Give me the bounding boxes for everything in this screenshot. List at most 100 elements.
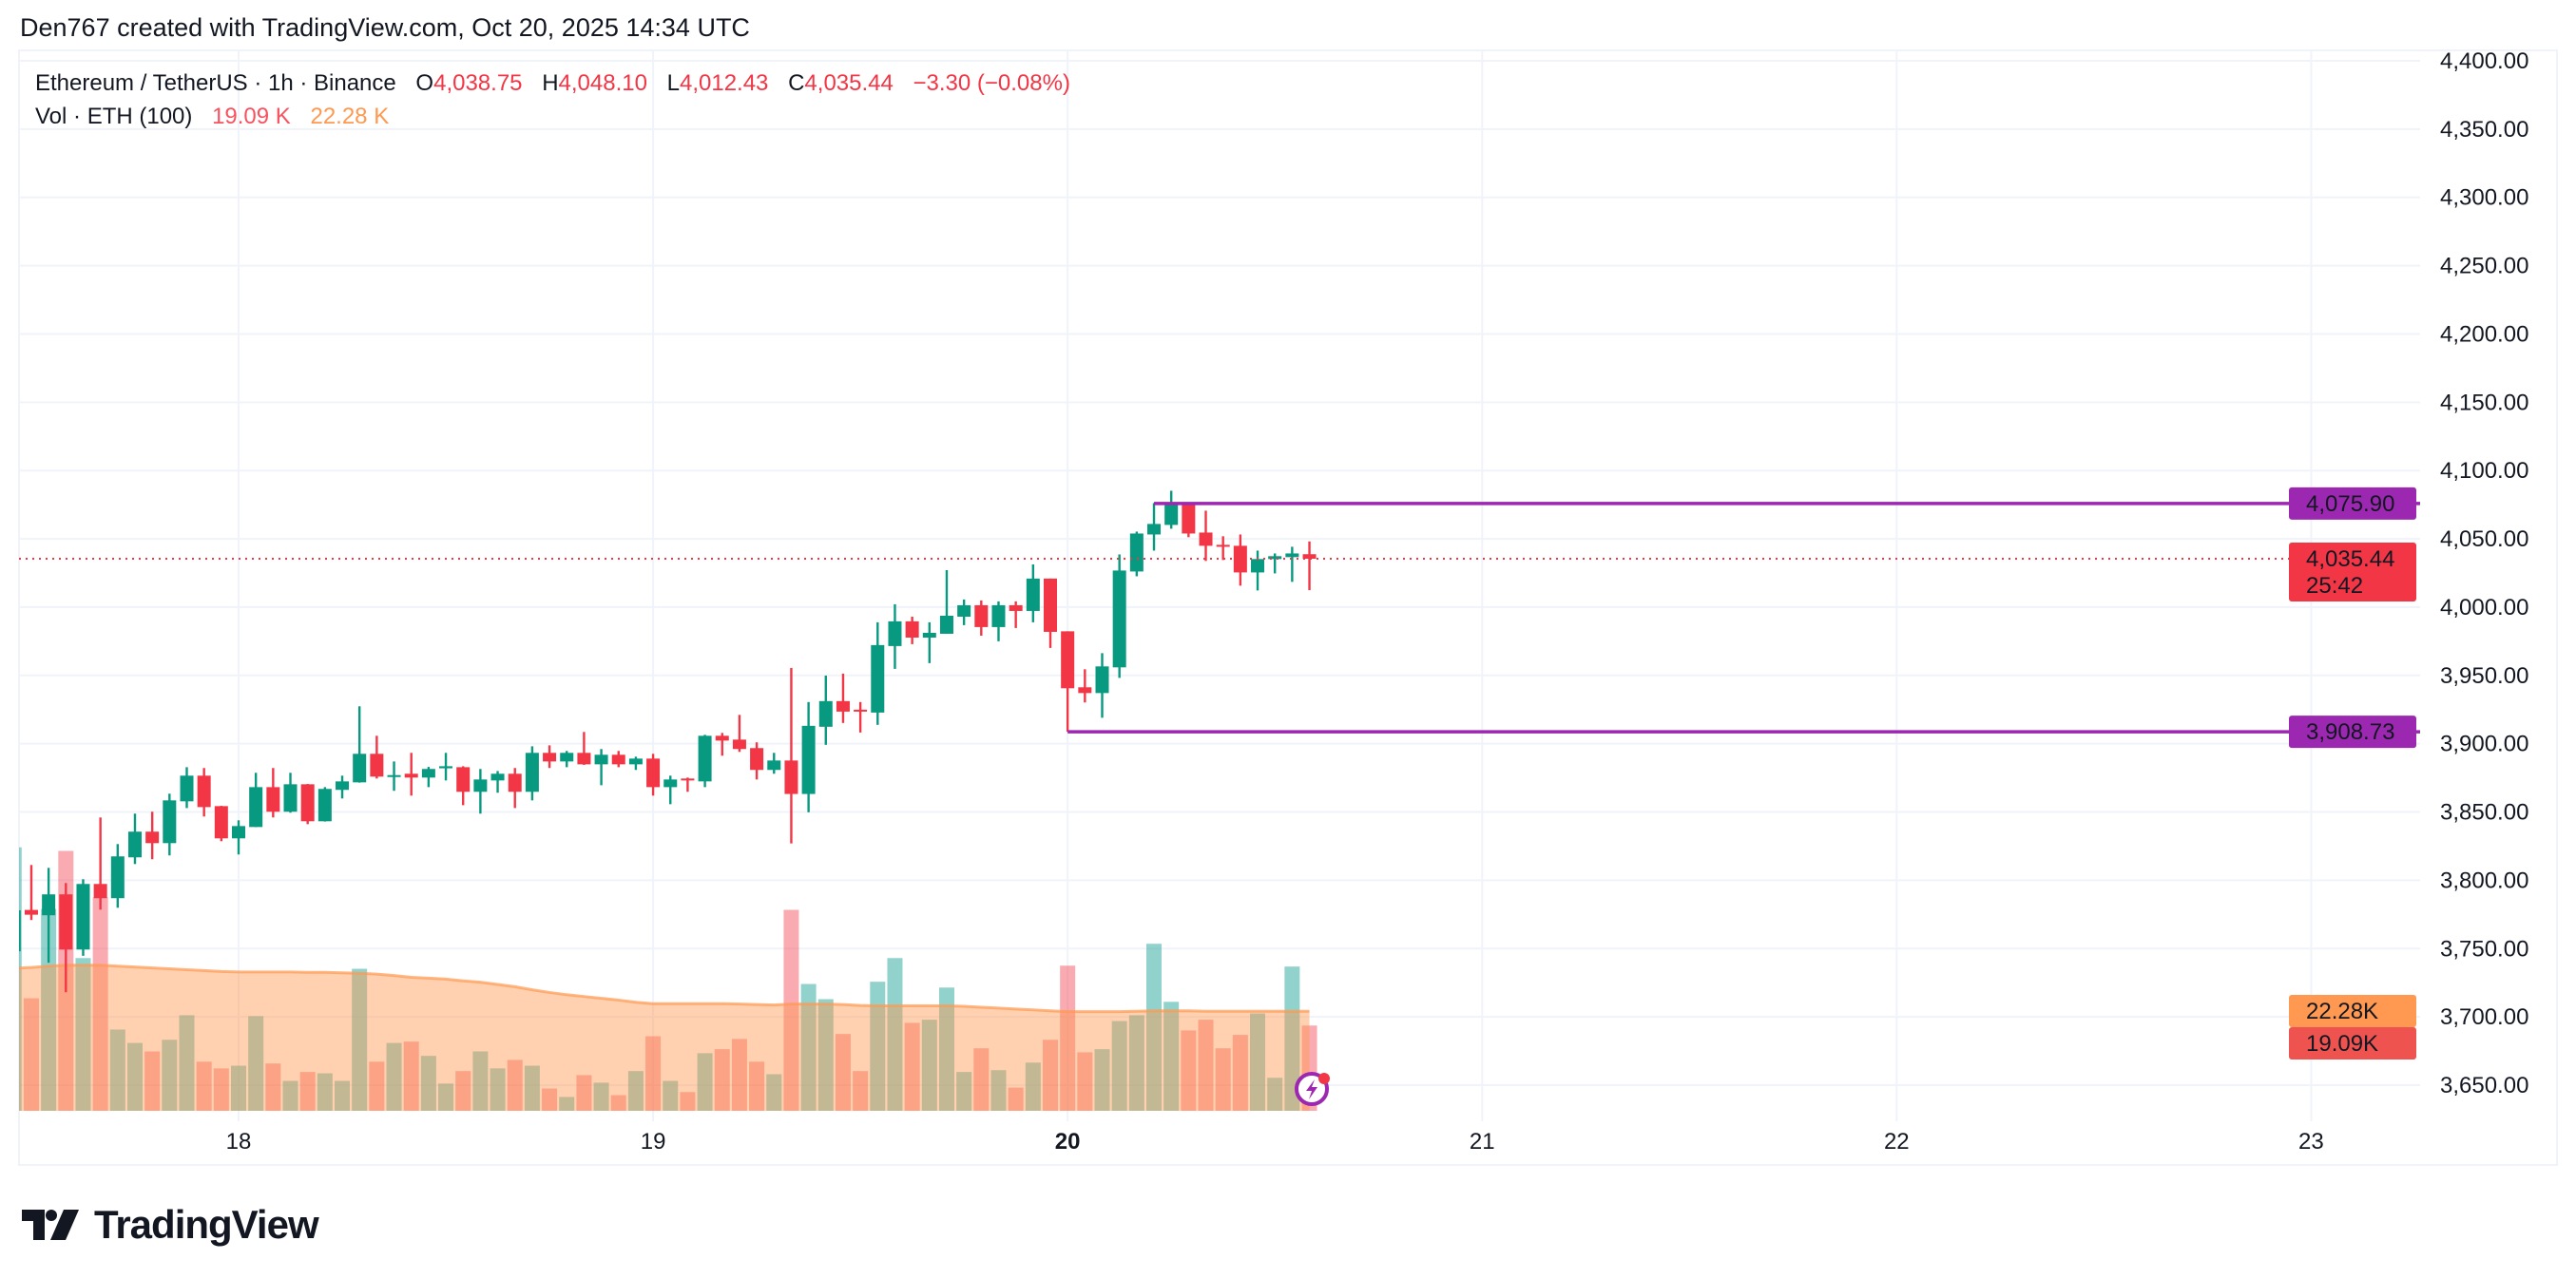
level-price-badge bbox=[2289, 716, 2416, 749]
candle-body bbox=[456, 767, 471, 792]
candle-body bbox=[24, 909, 38, 915]
candle-body bbox=[732, 739, 746, 750]
volume-ma-value: 22.28 K bbox=[310, 104, 390, 129]
volume-bar-down bbox=[1060, 965, 1076, 1111]
candle-body bbox=[1061, 631, 1075, 689]
volume-bar-up bbox=[1025, 1062, 1041, 1111]
time-tick-label: 22 bbox=[1884, 1129, 1910, 1155]
candle-body bbox=[110, 856, 125, 899]
volume-bar-up bbox=[248, 1016, 264, 1111]
chart-legend: Ethereum / TetherUS · 1h · Binance O4,03… bbox=[35, 67, 1084, 133]
candle-body bbox=[1043, 578, 1057, 632]
symbol-legend-row[interactable]: Ethereum / TetherUS · 1h · Binance O4,03… bbox=[35, 67, 1084, 100]
volume-bar-up bbox=[800, 983, 817, 1111]
candle-body bbox=[1302, 554, 1317, 559]
candle-wick bbox=[686, 777, 689, 792]
candle-up bbox=[336, 775, 350, 799]
candle-body bbox=[421, 769, 435, 778]
candle-body bbox=[1129, 533, 1144, 572]
volume-value: 19.09 K bbox=[212, 104, 291, 129]
candle-body bbox=[232, 826, 245, 839]
candle-wick bbox=[1014, 601, 1017, 628]
close-label: C bbox=[788, 70, 805, 96]
volume-bar-up bbox=[386, 1042, 402, 1111]
volume-bar-down bbox=[783, 909, 799, 1111]
candle-body bbox=[1285, 553, 1299, 558]
price-tick-label: 4,200.00 bbox=[2440, 321, 2528, 347]
candle-up bbox=[560, 751, 574, 768]
candle-body bbox=[19, 910, 21, 952]
volume-bar-down bbox=[610, 1095, 626, 1111]
volume-legend-row[interactable]: Vol · ETH (100) 19.09 K 22.28 K bbox=[35, 100, 1084, 133]
candle-up bbox=[490, 771, 505, 793]
candle-down bbox=[577, 732, 591, 765]
candle-down bbox=[1233, 534, 1247, 586]
candle-body bbox=[594, 754, 608, 765]
low-value: 4,012.43 bbox=[679, 70, 769, 96]
candle-body bbox=[404, 773, 418, 778]
candle-body bbox=[957, 604, 971, 617]
time-tick-label: 19 bbox=[641, 1129, 666, 1155]
candle-body bbox=[922, 632, 936, 638]
volume-bar-down bbox=[299, 1072, 316, 1111]
candle-up bbox=[283, 773, 298, 813]
price-axis[interactable]: 4,400.00 4,350.00 4,300.00 4,250.00 4,200.00… bbox=[2440, 48, 2528, 1098]
candle-body bbox=[939, 615, 953, 634]
candle-wick bbox=[790, 667, 793, 844]
symbol-title[interactable]: Ethereum / TetherUS · 1h · Binance bbox=[35, 70, 396, 96]
candle-up bbox=[317, 787, 332, 822]
volume-bar-down bbox=[576, 1075, 592, 1111]
volume-ma-line bbox=[19, 964, 1310, 1014]
volume-bar-up bbox=[1146, 944, 1163, 1111]
candle-body bbox=[1095, 666, 1109, 694]
candle-body bbox=[991, 604, 1006, 627]
candle-up bbox=[698, 735, 712, 788]
candle-body bbox=[508, 773, 522, 792]
candle-up bbox=[127, 813, 142, 865]
candle-body bbox=[59, 894, 73, 950]
candle-wick bbox=[738, 715, 741, 753]
time-axis[interactable]: 18 19 20 21 22 23 bbox=[226, 1129, 2324, 1155]
volume-bar-up bbox=[438, 1083, 454, 1111]
candle-body bbox=[473, 779, 488, 792]
candle-body bbox=[750, 748, 764, 771]
candle-up bbox=[1268, 553, 1282, 574]
candle-body bbox=[353, 754, 367, 783]
candle-wick bbox=[496, 771, 499, 793]
candle-body bbox=[76, 884, 90, 950]
candle-body bbox=[317, 789, 332, 822]
volume-bar-down bbox=[213, 1068, 229, 1111]
candle-wick bbox=[858, 701, 862, 733]
candle-body bbox=[646, 758, 661, 788]
candle-down bbox=[24, 865, 38, 921]
candle-down bbox=[681, 777, 695, 792]
candle-down bbox=[508, 768, 522, 809]
volume-title[interactable]: Vol · ETH (100) bbox=[35, 104, 193, 129]
candle-up bbox=[76, 879, 90, 956]
price-tick-label: 4,250.00 bbox=[2440, 254, 2528, 279]
candle-down bbox=[1302, 541, 1317, 591]
tradingview-logo[interactable]: TradingView bbox=[22, 1202, 319, 1248]
candle-down bbox=[197, 768, 211, 817]
candle-down bbox=[300, 784, 315, 825]
candle-body bbox=[370, 754, 384, 777]
volume-bar-down bbox=[265, 1063, 281, 1111]
candle-body bbox=[1199, 532, 1213, 546]
candle-down bbox=[715, 733, 729, 756]
volume-bar-up bbox=[921, 1020, 937, 1111]
candle-down bbox=[784, 667, 798, 844]
time-tick-label: 21 bbox=[1470, 1129, 1495, 1155]
high-value: 4,048.10 bbox=[558, 70, 647, 96]
lightning-bolt-icon[interactable] bbox=[1295, 1072, 1330, 1106]
volume-bar-up bbox=[126, 1042, 143, 1111]
close-value: 4,035.44 bbox=[804, 70, 894, 96]
tradingview-logo-text: TradingView bbox=[94, 1202, 319, 1247]
attribution-text: Den767 created with TradingView.com, Oct… bbox=[20, 13, 750, 42]
candle-up bbox=[922, 621, 936, 663]
grid bbox=[19, 50, 2420, 1121]
volume-bar-down bbox=[1181, 1030, 1197, 1111]
candle-body bbox=[888, 620, 902, 646]
low-label: L bbox=[666, 70, 680, 96]
